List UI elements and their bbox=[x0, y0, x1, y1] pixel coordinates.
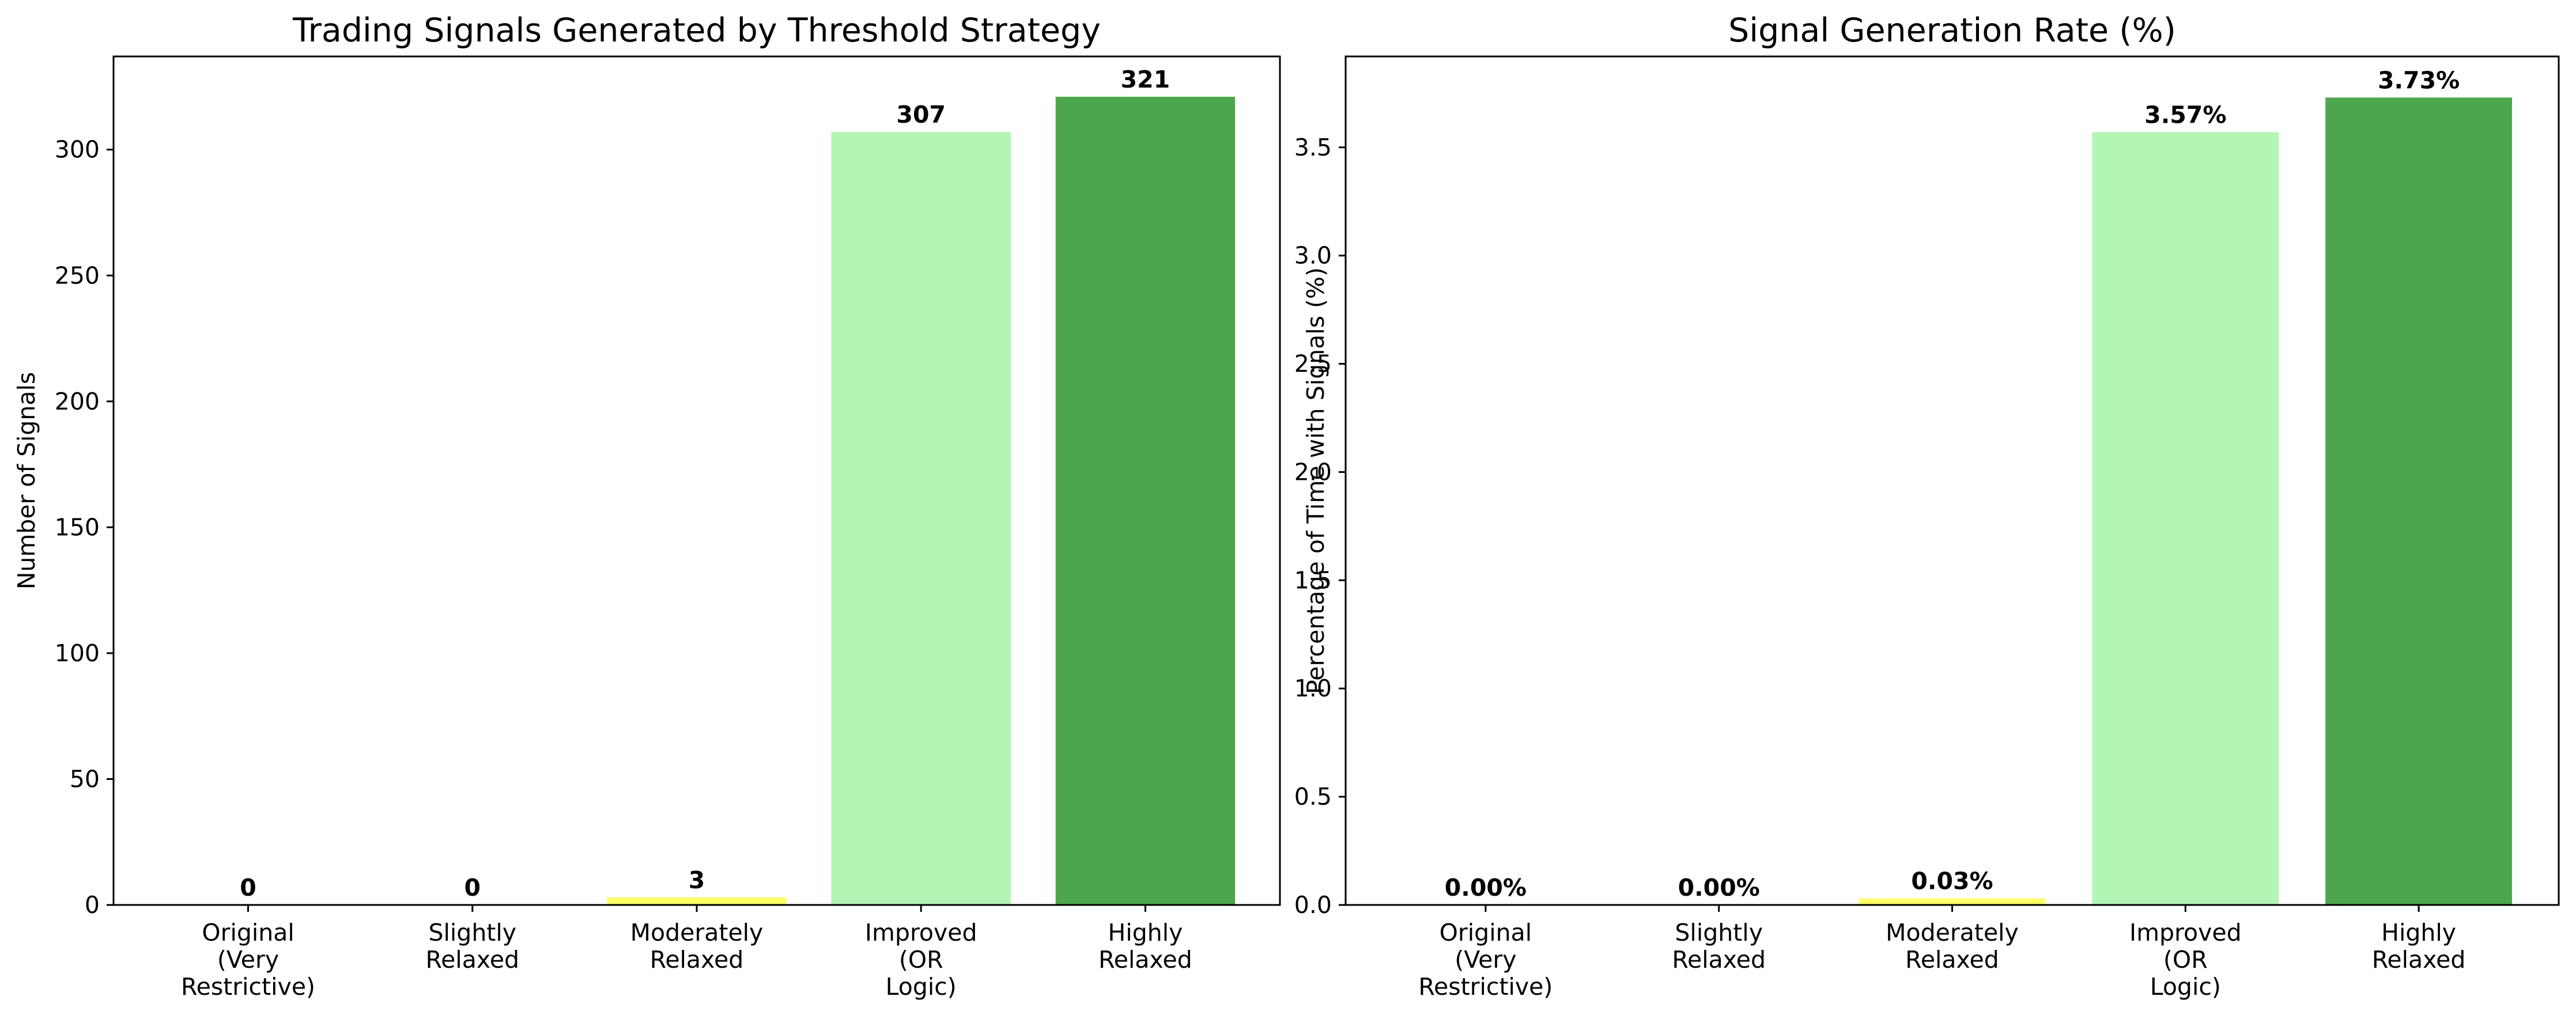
category-label-1-line-1: Relaxed bbox=[425, 946, 519, 973]
bar-value-label-4: 321 bbox=[1121, 66, 1170, 93]
category-label-3-line-0: Improved bbox=[865, 919, 977, 946]
y-tick-label-3: 1.5 bbox=[1294, 566, 1332, 594]
category-label-1-line-0: Slightly bbox=[1675, 919, 1763, 946]
category-label-1-line-1: Relaxed bbox=[1672, 946, 1766, 973]
y-axis-label: Percentage of Time with Signals (%) bbox=[1302, 267, 1329, 694]
category-label-3-line-1: (OR bbox=[899, 946, 943, 973]
bar-value-label-4: 3.73% bbox=[2378, 66, 2460, 94]
y-tick-label-1: 0.5 bbox=[1294, 783, 1332, 810]
category-label-4-line-0: Highly bbox=[1108, 919, 1183, 946]
y-tick-label-0: 0.0 bbox=[1294, 891, 1332, 919]
right-chart-signal-rate: Signal Generation Rate (%) Percentage of … bbox=[1294, 12, 2560, 1001]
category-label-0-line-1: (Very bbox=[217, 946, 279, 973]
bar-value-label-1: 0 bbox=[464, 874, 481, 901]
category-label-0-line-0: Original bbox=[202, 919, 294, 946]
y-tick-label-4: 200 bbox=[55, 388, 100, 415]
y-tick-label-2: 1.0 bbox=[1294, 675, 1332, 702]
bar-3 bbox=[2092, 132, 2279, 906]
category-label-4-line-1: Relaxed bbox=[1098, 946, 1192, 973]
category-label-3-line-0: Improved bbox=[2129, 919, 2242, 946]
y-tick-label-2: 100 bbox=[55, 639, 100, 667]
y-tick-label-0: 0 bbox=[85, 891, 100, 919]
bar-value-label-2: 0.03% bbox=[1911, 868, 1993, 895]
category-label-3-line-2: Logic) bbox=[886, 973, 957, 1001]
plot-frame bbox=[1344, 55, 2560, 906]
bar-value-label-1: 0.00% bbox=[1678, 874, 1760, 901]
plot-frame bbox=[112, 55, 1281, 906]
y-tick-label-6: 3.0 bbox=[1294, 242, 1332, 270]
y-tick-label-7: 3.5 bbox=[1294, 134, 1332, 161]
category-label-4-line-1: Relaxed bbox=[2372, 946, 2466, 973]
y-tick-label-6: 300 bbox=[55, 136, 100, 164]
category-label-0-line-1: (Very bbox=[1455, 946, 1516, 973]
y-axis-label: Number of Signals bbox=[13, 372, 40, 590]
category-label-0-line-0: Original bbox=[1440, 919, 1532, 946]
category-label-2-line-0: Moderately bbox=[630, 919, 764, 946]
category-label-2-line-0: Moderately bbox=[1886, 919, 2019, 946]
y-tick-label-1: 50 bbox=[70, 765, 100, 793]
bar-value-label-3: 3.57% bbox=[2144, 101, 2226, 129]
category-label-3-line-1: (OR bbox=[2163, 946, 2208, 973]
bar-4 bbox=[1055, 96, 1236, 906]
bar-2 bbox=[607, 897, 787, 905]
chart-title: Signal Generation Rate (%) bbox=[1728, 12, 2176, 50]
category-label-0-line-2: Restrictive) bbox=[181, 973, 315, 1001]
category-label-1-line-0: Slightly bbox=[428, 919, 516, 946]
bar-2 bbox=[1859, 898, 2046, 905]
bar-value-label-2: 3 bbox=[689, 866, 705, 894]
y-tick-label-3: 150 bbox=[55, 513, 100, 541]
bar-value-label-0: 0.00% bbox=[1445, 874, 1527, 901]
bar-4 bbox=[2325, 97, 2513, 906]
category-label-2-line-1: Relaxed bbox=[650, 946, 744, 973]
left-chart-signal-counts: Trading Signals Generated by Threshold S… bbox=[13, 12, 1281, 1001]
category-label-2-line-1: Relaxed bbox=[1905, 946, 1999, 973]
y-tick-label-5: 2.5 bbox=[1294, 350, 1332, 378]
bar-3 bbox=[831, 132, 1011, 906]
bar-value-label-0: 0 bbox=[240, 874, 256, 901]
y-tick-label-4: 2.0 bbox=[1294, 458, 1332, 486]
category-label-0-line-2: Restrictive) bbox=[1418, 973, 1553, 1001]
category-label-3-line-2: Logic) bbox=[2150, 973, 2221, 1001]
chart-title: Trading Signals Generated by Threshold S… bbox=[292, 12, 1101, 50]
bar-value-label-3: 307 bbox=[896, 101, 946, 128]
y-tick-label-5: 250 bbox=[55, 262, 100, 289]
category-label-4-line-0: Highly bbox=[2381, 919, 2456, 946]
